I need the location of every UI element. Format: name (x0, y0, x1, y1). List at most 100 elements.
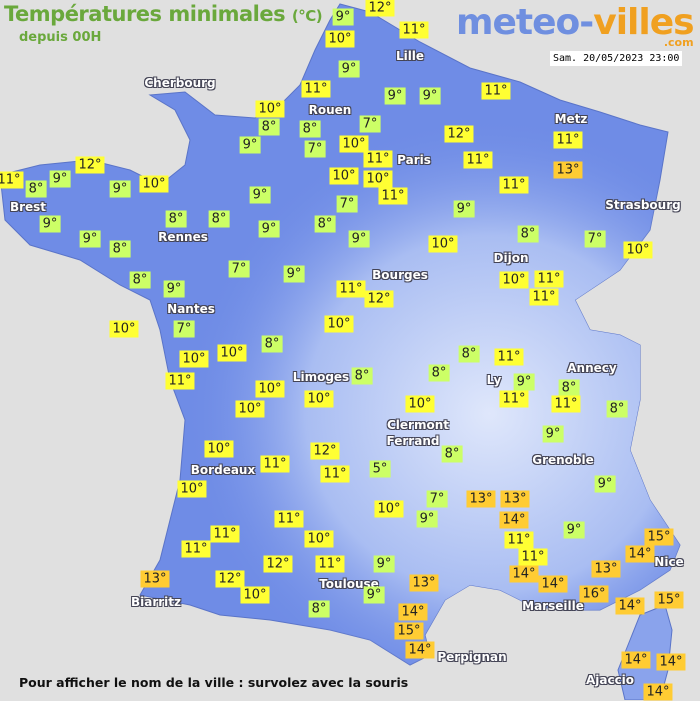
temperature-marker[interactable]: 11° (494, 348, 524, 366)
temperature-marker[interactable]: 10° (623, 241, 653, 259)
temperature-marker[interactable]: 10° (329, 167, 359, 185)
temperature-marker[interactable]: 11° (481, 82, 511, 100)
temperature-marker[interactable]: 10° (428, 235, 458, 253)
temperature-marker[interactable]: 11° (518, 548, 548, 566)
temperature-marker[interactable]: 11° (315, 555, 345, 573)
temperature-marker[interactable]: 5° (369, 460, 391, 478)
temperature-marker[interactable]: 10° (339, 135, 369, 153)
temperature-marker[interactable]: 11° (336, 280, 366, 298)
temperature-marker[interactable]: 8° (208, 210, 230, 228)
temperature-marker[interactable]: 15° (644, 528, 674, 546)
temperature-marker[interactable]: 8° (606, 400, 628, 418)
temperature-marker[interactable]: 11° (553, 131, 583, 149)
temperature-marker[interactable]: 8° (558, 379, 580, 397)
temperature-marker[interactable]: 7° (584, 230, 606, 248)
temperature-marker[interactable]: 11° (181, 540, 211, 558)
temperature-marker[interactable]: 9° (373, 555, 395, 573)
temperature-marker[interactable]: 14° (398, 603, 428, 621)
temperature-marker[interactable]: 9° (79, 230, 101, 248)
temperature-marker[interactable]: 8° (25, 180, 47, 198)
temperature-marker[interactable]: 10° (324, 315, 354, 333)
temperature-marker[interactable]: 10° (179, 350, 209, 368)
temperature-marker[interactable]: 10° (204, 440, 234, 458)
temperature-marker[interactable]: 13° (409, 574, 439, 592)
temperature-marker[interactable]: 11° (499, 176, 529, 194)
temperature-marker[interactable]: 9° (453, 200, 475, 218)
temperature-marker[interactable]: 10° (109, 320, 139, 338)
temperature-marker[interactable]: 12° (215, 570, 245, 588)
temperature-marker[interactable]: 9° (283, 265, 305, 283)
temperature-marker[interactable]: 7° (228, 260, 250, 278)
temperature-marker[interactable]: 11° (504, 531, 534, 549)
temperature-marker[interactable]: 9° (384, 87, 406, 105)
temperature-marker[interactable]: 12° (310, 442, 340, 460)
temperature-marker[interactable]: 8° (351, 367, 373, 385)
temperature-marker[interactable]: 15° (654, 591, 684, 609)
temperature-marker[interactable]: 8° (129, 271, 151, 289)
temperature-marker[interactable]: 10° (217, 344, 247, 362)
temperature-marker[interactable]: 8° (517, 225, 539, 243)
temperature-marker[interactable]: 7° (336, 195, 358, 213)
temperature-marker[interactable]: 9° (363, 586, 385, 604)
temperature-marker[interactable]: 10° (499, 271, 529, 289)
temperature-marker[interactable]: 14° (625, 545, 655, 563)
meteo-villes-logo[interactable]: meteo-villes .com (456, 2, 695, 49)
temperature-marker[interactable]: 8° (299, 120, 321, 138)
temperature-marker[interactable]: 10° (235, 400, 265, 418)
temperature-marker[interactable]: 11° (399, 21, 429, 39)
temperature-marker[interactable]: 11° (0, 171, 24, 189)
temperature-marker[interactable]: 8° (165, 210, 187, 228)
temperature-marker[interactable]: 11° (529, 288, 559, 306)
temperature-marker[interactable]: 8° (109, 240, 131, 258)
temperature-marker[interactable]: 7° (304, 140, 326, 158)
temperature-marker[interactable]: 8° (261, 335, 283, 353)
temperature-marker[interactable]: 7° (173, 320, 195, 338)
temperature-marker[interactable]: 13° (140, 570, 170, 588)
temperature-marker[interactable]: 7° (426, 490, 448, 508)
temperature-marker[interactable]: 9° (513, 373, 535, 391)
temperature-marker[interactable]: 11° (378, 187, 408, 205)
temperature-marker[interactable]: 12° (365, 0, 395, 17)
temperature-marker[interactable]: 8° (258, 118, 280, 136)
temperature-marker[interactable]: 15° (394, 622, 424, 640)
temperature-marker[interactable]: 14° (499, 511, 529, 529)
temperature-marker[interactable]: 8° (308, 600, 330, 618)
temperature-marker[interactable]: 11° (210, 525, 240, 543)
temperature-marker[interactable]: 8° (458, 345, 480, 363)
temperature-marker[interactable]: 10° (363, 170, 393, 188)
temperature-marker[interactable]: 16° (579, 585, 609, 603)
temperature-marker[interactable]: 14° (509, 565, 539, 583)
temperature-marker[interactable]: 9° (419, 87, 441, 105)
temperature-marker[interactable]: 14° (643, 683, 673, 701)
temperature-marker[interactable]: 11° (274, 510, 304, 528)
temperature-marker[interactable]: 11° (534, 270, 564, 288)
temperature-marker[interactable]: 10° (177, 480, 207, 498)
temperature-marker[interactable]: 9° (249, 186, 271, 204)
temperature-marker[interactable]: 13° (591, 560, 621, 578)
temperature-marker[interactable]: 7° (359, 115, 381, 133)
temperature-marker[interactable]: 9° (563, 521, 585, 539)
temperature-marker[interactable]: 9° (239, 136, 261, 154)
temperature-marker[interactable]: 10° (325, 30, 355, 48)
temperature-marker[interactable]: 13° (553, 161, 583, 179)
temperature-marker[interactable]: 11° (165, 372, 195, 390)
temperature-marker[interactable]: 9° (109, 180, 131, 198)
temperature-marker[interactable]: 9° (332, 8, 354, 26)
temperature-marker[interactable]: 9° (163, 280, 185, 298)
temperature-marker[interactable]: 11° (463, 151, 493, 169)
temperature-marker[interactable]: 11° (320, 465, 350, 483)
temperature-marker[interactable]: 13° (500, 490, 530, 508)
temperature-marker[interactable]: 14° (405, 641, 435, 659)
temperature-marker[interactable]: 10° (405, 395, 435, 413)
temperature-marker[interactable]: 8° (314, 215, 336, 233)
temperature-marker[interactable]: 11° (260, 455, 290, 473)
temperature-marker[interactable]: 10° (374, 500, 404, 518)
temperature-marker[interactable]: 13° (466, 490, 496, 508)
temperature-marker[interactable]: 11° (551, 395, 581, 413)
temperature-marker[interactable]: 12° (444, 125, 474, 143)
temperature-marker[interactable]: 10° (255, 380, 285, 398)
temperature-marker[interactable]: 12° (263, 555, 293, 573)
temperature-marker[interactable]: 12° (75, 156, 105, 174)
temperature-marker[interactable]: 14° (621, 651, 651, 669)
temperature-marker[interactable]: 12° (364, 290, 394, 308)
